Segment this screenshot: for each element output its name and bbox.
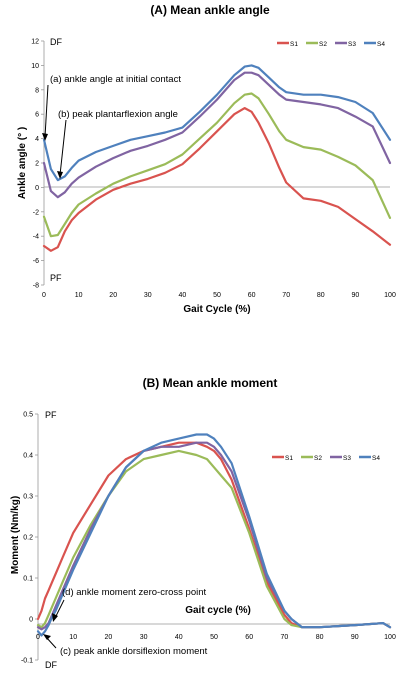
x-tick-label: 40 [175,634,183,641]
y-tick-label: -0.1 [21,658,33,665]
y-tick-label: 10 [31,63,39,70]
y-tick-label: 0.5 [23,412,33,419]
chart-a-annotation-a: (a) ankle angle at initial contact [42,74,181,141]
chart-a-bottom-label: PF [50,273,62,283]
chart-b-annotation-c: (c) peak ankle dorsiflexion moment [43,634,208,657]
x-tick-label: 70 [282,292,290,299]
chart-b-annotation-d-text: (d) ankle moment zero-cross point [62,587,206,598]
chart-b-xlabel: Gait cycle (%) [185,605,251,616]
x-tick-label: 30 [144,292,152,299]
y-tick-label: 8 [35,87,39,94]
x-tick-label: 50 [210,634,218,641]
y-tick-label: 12 [31,39,39,46]
x-tick-label: 90 [352,292,360,299]
chart-a-ylabel: Ankle angle (° ) [17,127,28,199]
chart-a-annotation-b: (b) peak plantarflexion angle [57,109,178,179]
series-line-s4 [42,64,392,182]
x-tick-label: 60 [245,634,253,641]
series-line-s2 [42,92,392,238]
chart-b-x-ticks: 0 10 20 30 40 50 60 70 80 90 100 [36,634,396,641]
x-tick-label: 20 [105,634,113,641]
x-tick-label: 30 [140,634,148,641]
y-tick-label: 0 [35,185,39,192]
y-tick-label: 0.4 [23,453,33,460]
x-tick-label: 100 [384,634,396,641]
legend-label-s2: S2 [314,455,322,462]
chart-b-annotation-d: (d) ankle moment zero-cross point [52,587,206,622]
chart-a-y-ticks: -8 -6 -4 -2 0 2 4 6 8 10 12 [31,39,44,290]
chart-b-top-label: PF [45,410,57,420]
chart-b-series-group [36,433,392,637]
legend-label-s1: S1 [285,455,293,462]
y-tick-label: 6 [35,112,39,119]
x-tick-label: 10 [69,634,77,641]
x-tick-label: 0 [42,292,46,299]
chart-a-annotation-a-text: (a) ankle angle at initial contact [50,74,181,85]
x-tick-label: 70 [281,634,289,641]
y-tick-label: -2 [33,209,39,216]
chart-a-series-group [42,64,392,252]
chart-a-top-label: DF [50,37,62,47]
chart-a-annotation-b-text: (b) peak plantarflexion angle [58,109,178,120]
legend-label-s3: S3 [348,41,356,48]
chart-b-annotation-d-arrow [54,599,65,619]
legend-label-s2: S2 [319,41,327,48]
chart-a-title: (A) Mean ankle angle [150,3,270,17]
chart-a: (A) Mean ankle angle DF PF Ankle angle (… [17,3,396,315]
chart-b: (B) Mean ankle moment PF DF Moment (Nm/k… [10,376,396,670]
x-tick-label: 40 [179,292,187,299]
series-line-s4 [36,433,392,637]
legend-label-s1: S1 [290,41,298,48]
chart-b-title: (B) Mean ankle moment [143,376,278,390]
y-tick-label: 0.3 [23,494,33,501]
series-line-s3 [36,441,392,631]
legend-label-s3: S3 [343,455,351,462]
y-tick-label: 0.2 [23,535,33,542]
chart-b-annotation-c-text: (c) peak ankle dorsiflexion moment [60,646,208,657]
chart-a-legend: S1 S2 S3 S4 [277,41,385,48]
chart-a-x-ticks: 0 10 20 30 40 50 60 70 80 90 100 [42,292,396,299]
legend-label-s4: S4 [372,455,380,462]
chart-a-annotation-b-arrow [59,119,67,176]
chart-b-legend: S1 S2 S3 S4 [272,455,380,462]
x-tick-label: 80 [317,292,325,299]
series-line-s3 [42,71,392,199]
x-tick-label: 100 [384,292,396,299]
y-tick-label: -4 [33,234,39,241]
x-tick-label: 60 [248,292,256,299]
y-tick-label: 4 [35,136,39,143]
chart-b-y-ticks: -0.1 0 0.1 0.2 0.3 0.4 0.5 [21,412,38,665]
chart-b-bottom-label: DF [45,660,57,670]
x-tick-label: 90 [351,634,359,641]
y-tick-label: 0.1 [23,576,33,583]
series-line-s2 [36,449,392,629]
x-tick-label: 50 [213,292,221,299]
chart-a-annotation-a-arrowhead [42,133,48,141]
x-tick-label: 10 [75,292,83,299]
legend-label-s4: S4 [377,41,385,48]
y-tick-label: -8 [33,283,39,290]
x-tick-label: 20 [109,292,117,299]
chart-b-annotation-d-arrowhead [52,613,58,622]
x-tick-label: 80 [316,634,324,641]
chart-b-annotation-c-arrowhead [43,634,51,640]
y-tick-label: 0 [29,617,33,624]
y-tick-label: 2 [35,161,39,168]
chart-a-xlabel: Gait Cycle (%) [183,304,250,315]
chart-a-annotation-a-arrow [44,84,49,138]
chart-a-annotation-b-arrowhead [57,171,63,179]
x-tick-label: 0 [36,634,40,641]
chart-b-ylabel: Moment (Nm/kg) [10,496,21,574]
y-tick-label: -6 [33,258,39,265]
series-line-s1 [42,107,392,252]
